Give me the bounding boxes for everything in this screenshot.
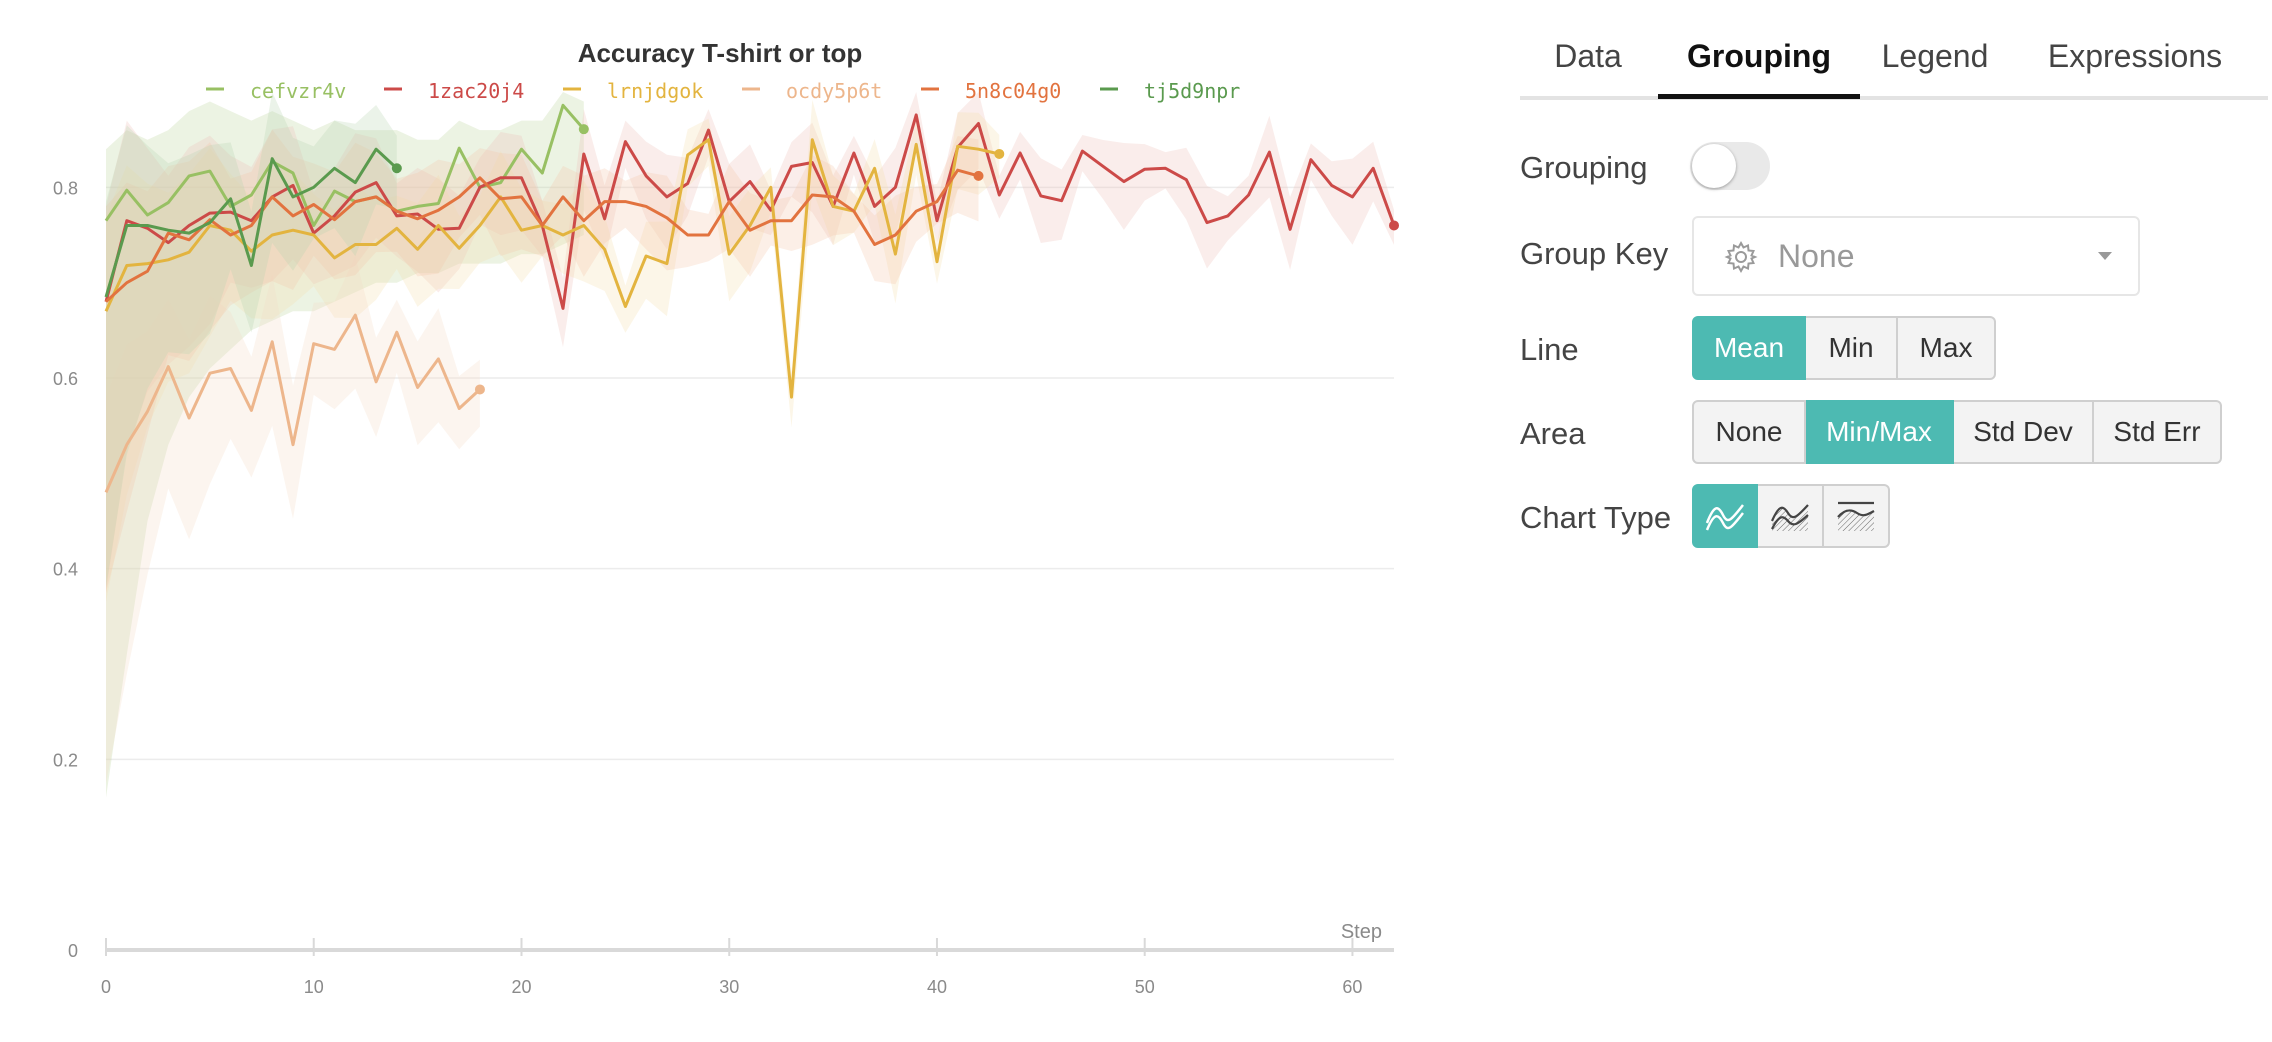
y-tick-label: 0.6 — [53, 369, 78, 389]
legend-item-tj5d9npr[interactable]: tj5d9npr — [1144, 79, 1240, 103]
tab-divider — [1520, 96, 2268, 100]
line-min-button[interactable]: Min — [1806, 316, 1898, 380]
y-tick-label: 0.4 — [53, 560, 78, 580]
legend-item-5n8c04g0[interactable]: 5n8c04g0 — [965, 79, 1061, 103]
area-stddev-button[interactable]: Std Dev — [1954, 400, 2094, 464]
legend-item-1zac20j4[interactable]: 1zac20j4 — [428, 79, 524, 103]
series-line-5n8c04g0 — [104, 168, 979, 303]
x-tick-label: 60 — [1342, 977, 1362, 997]
y-tick-label: 0 — [68, 941, 78, 961]
chart: Accuracy T-shirt or top cefvzr4v 1zac20j4… — [53, 38, 1399, 997]
chart-type-label: Chart Type — [1520, 500, 1672, 535]
chevron-down-icon — [2098, 252, 2112, 260]
series-endpoint-tj5d9npr — [391, 163, 402, 174]
gear-icon — [1724, 240, 1758, 274]
series-line-ocdy5p6t — [104, 313, 481, 493]
series-line-tj5d9npr — [104, 147, 398, 298]
chart-type-segmented-control — [1692, 484, 1890, 548]
group-key-select[interactable]: None — [1692, 216, 2140, 296]
chart-axes: 0 0.2 0.4 0.6 0.8 0 10 20 30 40 50 60 — [53, 178, 1394, 997]
area-label: Area — [1520, 416, 1586, 451]
area-hatched-icon — [1770, 504, 1809, 531]
x-tick-label: 0 — [101, 977, 111, 997]
chart-type-line-button[interactable] — [1692, 484, 1758, 548]
series-endpoint-lrnjdgok — [994, 148, 1005, 159]
area-minmax-button[interactable]: Min/Max — [1806, 400, 1954, 464]
x-tick-label: 20 — [511, 977, 531, 997]
grouping-toggle[interactable] — [1690, 142, 1770, 190]
chart-type-area-button[interactable] — [1758, 484, 1824, 548]
x-axis-label: Step — [1341, 921, 1382, 943]
area-stderr-button[interactable]: Std Err — [2094, 400, 2222, 464]
line-segmented-control: Mean Min Max — [1692, 316, 1996, 380]
legend-item-lrnjdgok[interactable]: lrnjdgok — [607, 79, 703, 103]
tab-legend[interactable]: Legend — [1881, 38, 1989, 74]
tab-grouping[interactable]: Grouping — [1687, 38, 1831, 74]
series-line-1zac20j4 — [104, 113, 1396, 310]
line-mean-button[interactable]: Mean — [1692, 316, 1806, 380]
series-endpoint-cefvzr4v — [578, 124, 589, 135]
x-tick-label: 10 — [304, 977, 324, 997]
settings-panel: Data Grouping Legend Expressions Groupin… — [1520, 0, 2272, 1042]
area-segmented-control: None Min/Max Std Dev Std Err — [1692, 400, 2222, 464]
tab-bar: Data Grouping Legend Expressions — [1520, 28, 2272, 100]
chart-lines — [104, 103, 1399, 493]
series-endpoint-5n8c04g0 — [973, 170, 984, 181]
band-hatched-icon — [1837, 501, 1875, 531]
area-band-ocdy5p6t — [106, 256, 480, 784]
smooth-line-icon — [1705, 504, 1744, 531]
area-band-tj5d9npr — [106, 92, 397, 588]
toggle-knob — [1692, 144, 1736, 188]
line-label: Line — [1520, 332, 1579, 367]
group-key-label: Group Key — [1520, 236, 1669, 271]
x-tick-label: 30 — [719, 977, 739, 997]
chart-title: Accuracy T-shirt or top — [578, 38, 863, 68]
line-max-button[interactable]: Max — [1898, 316, 1996, 380]
legend-item-ocdy5p6t[interactable]: ocdy5p6t — [786, 79, 882, 103]
tab-expressions[interactable]: Expressions — [2047, 38, 2223, 74]
chart-grid — [106, 186, 1394, 761]
y-tick-label: 0.2 — [53, 750, 78, 770]
x-tick-label: 50 — [1135, 977, 1155, 997]
x-tick-label: 40 — [927, 977, 947, 997]
tab-data[interactable]: Data — [1554, 38, 1622, 74]
chart-type-band-button[interactable] — [1824, 484, 1890, 548]
chart-legend: cefvzr4v 1zac20j4 lrnjdgok ocdy5p6t 5n8c04g0… — [206, 79, 1240, 103]
series-endpoint-1zac20j4 — [1389, 220, 1399, 231]
grouping-label: Grouping — [1520, 150, 1648, 185]
area-band-cefvzr4v — [106, 92, 584, 798]
series-endpoint-ocdy5p6t — [474, 384, 485, 395]
area-band-1zac20j4 — [106, 92, 1394, 593]
area-none-button[interactable]: None — [1692, 400, 1806, 464]
active-tab-indicator — [1658, 94, 1860, 99]
legend-item-cefvzr4v[interactable]: cefvzr4v — [250, 79, 346, 103]
y-tick-label: 0.8 — [53, 178, 78, 198]
group-key-value: None — [1778, 238, 1855, 274]
